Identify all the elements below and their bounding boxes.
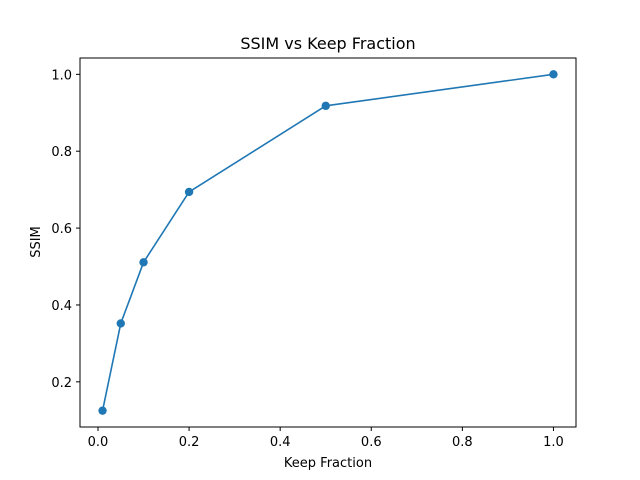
data-point — [549, 70, 558, 79]
y-tick-label: 0.6 — [51, 222, 72, 237]
x-tick-label: 0.2 — [179, 435, 200, 450]
y-tick-label: 0.8 — [51, 145, 72, 160]
x-tick-label: 0.4 — [270, 435, 291, 450]
x-tick-label: 1.0 — [543, 435, 564, 450]
y-axis-label: SSIM — [29, 226, 44, 258]
x-tick-label: 0.6 — [361, 435, 382, 450]
data-point — [321, 101, 330, 111]
plot-area: 0.0 0.2 0.4 0.6 0.8 1.0 0.2 0.4 0.6 0.8 1.0 — [51, 57, 577, 450]
x-tick-label: 0.8 — [452, 435, 473, 450]
y-tick-label: 1.0 — [51, 68, 72, 83]
y-tick-label: 0.4 — [51, 299, 72, 314]
data-point — [116, 319, 125, 328]
y-tick-label: 0.2 — [51, 376, 72, 391]
data-point — [139, 258, 148, 267]
data-point — [98, 406, 107, 415]
chart-title: SSIM vs Keep Fraction — [240, 34, 415, 53]
x-tick-label: 0.0 — [88, 435, 109, 450]
series-line — [101, 73, 554, 411]
axes-frame — [79, 57, 577, 428]
data-point — [184, 187, 194, 197]
x-axis-label: Keep Fraction — [284, 456, 372, 471]
